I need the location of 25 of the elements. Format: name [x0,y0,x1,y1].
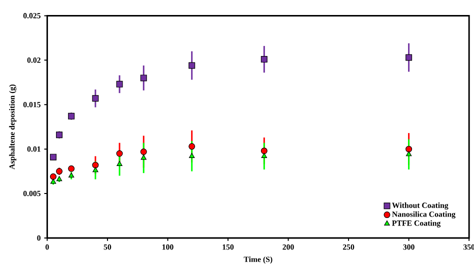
point [140,154,146,160]
point [406,150,412,156]
point [406,54,412,61]
point [116,160,122,166]
point [92,94,99,102]
point [140,148,147,155]
point [189,152,195,158]
point [116,80,123,88]
point [50,154,56,160]
point [188,62,196,69]
point [50,178,56,184]
point [116,150,123,157]
point [56,131,63,138]
point [406,146,412,152]
point [68,165,75,172]
point [260,56,268,62]
point [140,74,147,81]
point [261,152,268,158]
point [188,142,196,150]
point [56,176,62,181]
point [68,112,75,120]
point [50,173,56,180]
point [56,168,63,174]
point [260,147,268,154]
point [68,172,74,178]
